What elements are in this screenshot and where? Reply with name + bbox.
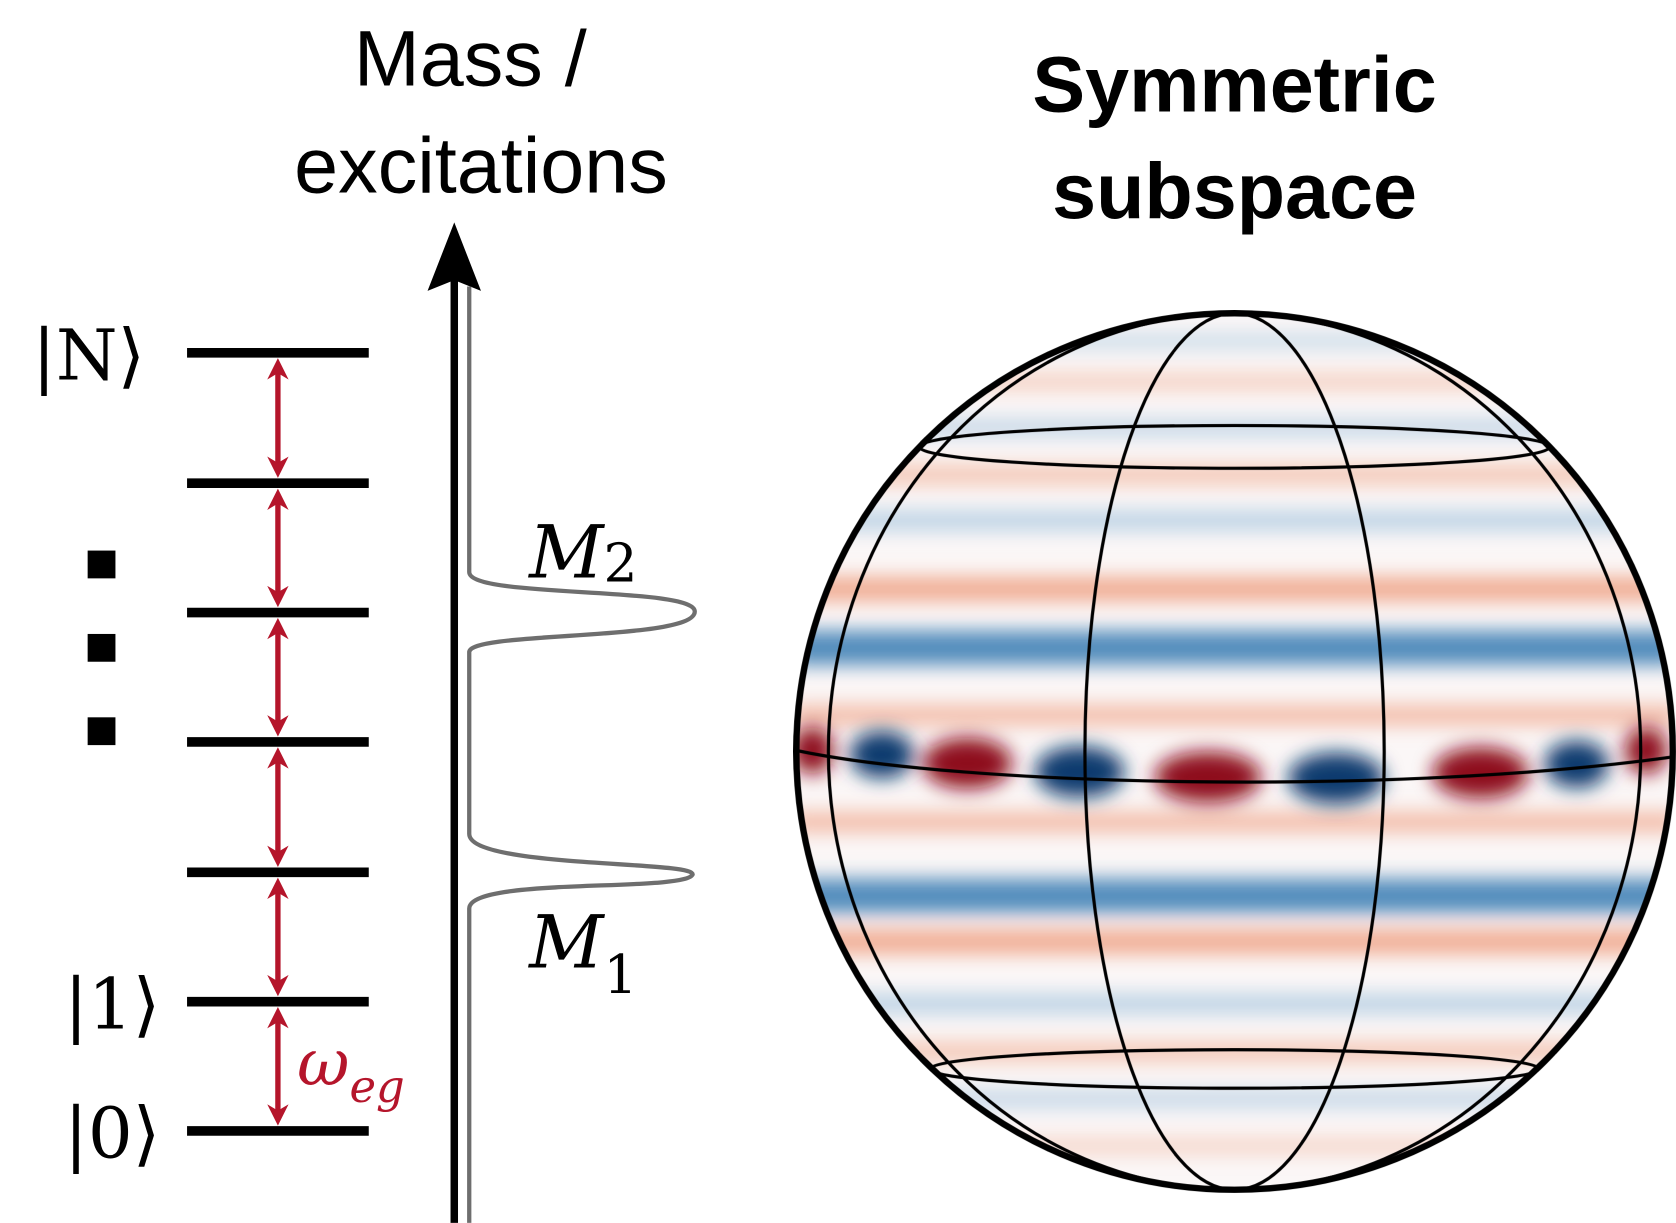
ellipsis-dots — [88, 551, 116, 746]
level-label: |N⟩ — [32, 315, 145, 397]
subscript: 2 — [604, 532, 638, 595]
level-label: |0⟩ — [64, 1093, 160, 1175]
diagram: Mass / excitations Symmetric subspace |N… — [0, 0, 1676, 1223]
transition-label: ωeg — [297, 1026, 405, 1113]
peak-label: M2 — [527, 511, 637, 595]
subscript: eg — [349, 1060, 404, 1113]
title: subspace — [1052, 146, 1417, 235]
axis-label: Mass / — [354, 14, 587, 103]
axis-label: excitations — [294, 121, 668, 210]
subscript: 1 — [604, 943, 638, 1006]
symbol: ω — [297, 1026, 349, 1101]
page: {"axis_label": {"lines": ["Mass /", "exc… — [0, 0, 1676, 1223]
levels — [187, 353, 369, 1131]
mass-spectrum — [469, 287, 695, 1223]
peak-label: M1 — [527, 901, 637, 1006]
level-label: |1⟩ — [64, 963, 160, 1045]
title: Symmetric — [1032, 39, 1436, 128]
symbol: M — [527, 901, 605, 985]
symbol: M — [527, 511, 605, 595]
